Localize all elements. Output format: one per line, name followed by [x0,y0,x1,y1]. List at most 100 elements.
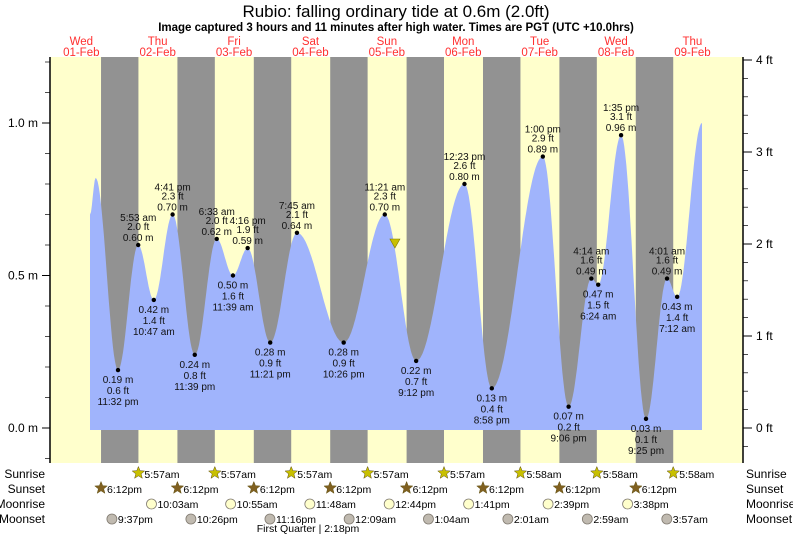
moonset-icon [661,513,673,525]
low-tide-label: 7:12 am [659,324,695,335]
low-tide-point [413,358,419,364]
low-tide-point [489,386,494,391]
sunrise-time: 5:57am [374,469,409,481]
moonset-icon [185,513,197,525]
moonrise-icon [146,498,157,510]
sunset-time: 6:12pm [565,484,600,496]
low-tide-label: 1.6 ft [222,292,244,303]
low-tide-label: 1.4 ft [143,316,165,327]
moonset-time: 2:01am [514,514,549,526]
sunset-icon [246,480,261,494]
sunrise-time: 5:57am [221,469,256,481]
high-tide-label: 0.62 m [201,227,232,238]
day-weekday: Wed [70,36,93,48]
high-tide-label: 2.0 ft [206,216,228,227]
day-weekday: Sat [302,36,320,48]
moonrise-icon [383,498,395,510]
low-tide-point [192,352,197,357]
low-tide-point [151,297,157,303]
low-tide-label: 0.13 m [477,393,508,404]
high-tide-label: 11:21 am [364,183,405,194]
moonset-time: 1:04am [434,514,469,526]
left-tick-label: 1.0 m [8,116,38,130]
moonrise-time: 11:48am [316,499,356,511]
sunrise-row-label-right: Sunrise [746,467,787,481]
low-tide-label: 6:24 am [580,312,616,323]
low-tide-label: 0.8 ft [184,371,206,382]
high-tide-label: 0.60 m [123,233,154,244]
low-tide-label: 1.4 ft [666,313,688,324]
high-tide-label: 4:16 pm [230,216,266,227]
sunrise-time: 5:58am [526,469,561,481]
low-tide-label: 11:39 am [212,303,253,314]
low-tide-label: 0.28 m [328,348,359,359]
moon-phase: First Quarter | 2:18pm [257,523,360,535]
low-tide-point [643,416,649,422]
sunset-icon [399,480,414,494]
right-tick-label: 1 ft [756,329,773,343]
sunrise-time: 5:58am [679,469,714,481]
moonrise-time: 10:03am [157,499,198,511]
moonset-time: 12:09am [355,514,396,526]
high-tide-label: 0.70 m [157,203,188,214]
sunrise-icon [207,465,222,479]
moonset-row-label-right: Moonset [746,512,793,526]
sunset-time: 6:12pm [107,484,142,496]
high-tide-point [294,230,300,235]
high-tide-point [214,236,219,242]
day-date: 06-Feb [445,47,481,59]
sunset-time: 6:12pm [336,484,371,496]
axes: 0.0 m 0.5 m 1.0 m 0 ft 1 ft 2 ft 3 ft 4 ft [8,53,773,463]
sunset-row-label: Sunset [8,482,46,496]
high-tide-label: 1:00 pm [525,125,561,136]
sunrise-icon [590,465,604,479]
high-tide-label: 4:41 pm [155,183,191,194]
chart-title: Rubio: falling ordinary tide at 0.6m (2.… [242,2,549,21]
moonrise-icon [463,498,475,510]
low-tide-label: 9:25 pm [628,446,664,457]
moonset-row-label: Moonset [0,512,46,526]
high-tide-point [136,242,141,248]
sunrise-time: 5:57am [297,469,332,481]
right-tick-label: 2 ft [756,237,773,251]
high-tide-label: 1.9 ft [237,225,259,236]
moonrise-icon [304,498,316,510]
day-date: 09-Feb [674,47,710,59]
moonrise-icon [622,498,634,510]
moonrise-time: 12:44pm [395,499,436,511]
left-tick-label: 0.0 m [8,421,38,435]
low-tide-label: 0.1 ft [635,435,657,446]
low-tide-point [566,404,571,409]
low-tide-label: 0.2 ft [557,423,579,434]
low-tide-label: 0.47 m [583,290,614,301]
moonrise-time: 1:41pm [475,499,510,511]
sunset-time: 6:12pm [183,484,218,496]
low-tide-label: 11:21 pm [250,370,291,381]
sunset-row-label-right: Sunset [746,482,784,496]
sunset-icon [170,480,185,494]
moonset-icon [423,513,434,525]
high-tide-label: 6:33 am [199,207,235,218]
low-tide-label: 0.6 ft [107,386,129,397]
sunset-icon [323,480,338,494]
moonset-icon [343,513,355,525]
high-tide-label: 2.6 ft [453,161,475,172]
right-tick-label: 4 ft [756,53,773,67]
moonset-icon [581,513,593,525]
high-tide-label: 0.64 m [282,221,313,232]
day-date: 03-Feb [216,47,252,59]
low-tide-label: 0.9 ft [333,359,355,370]
sunrise-icon [360,465,375,479]
high-tide-label: 2.1 ft [286,210,308,221]
low-tide-point [115,367,121,373]
high-tide-label: 0.80 m [449,172,480,183]
moonset-icon [502,513,514,525]
moonrise-time: 10:55am [237,499,278,511]
current-level-marker [389,238,401,249]
low-tide-label: 0.19 m [103,375,134,386]
high-tide-label: 2.0 ft [127,222,149,233]
high-tide-label: 7:45 am [279,201,315,212]
day-weekday: Tue [530,36,549,48]
moonrise-time: 2:39pm [554,499,589,511]
sunset-time: 6:12pm [489,484,524,496]
